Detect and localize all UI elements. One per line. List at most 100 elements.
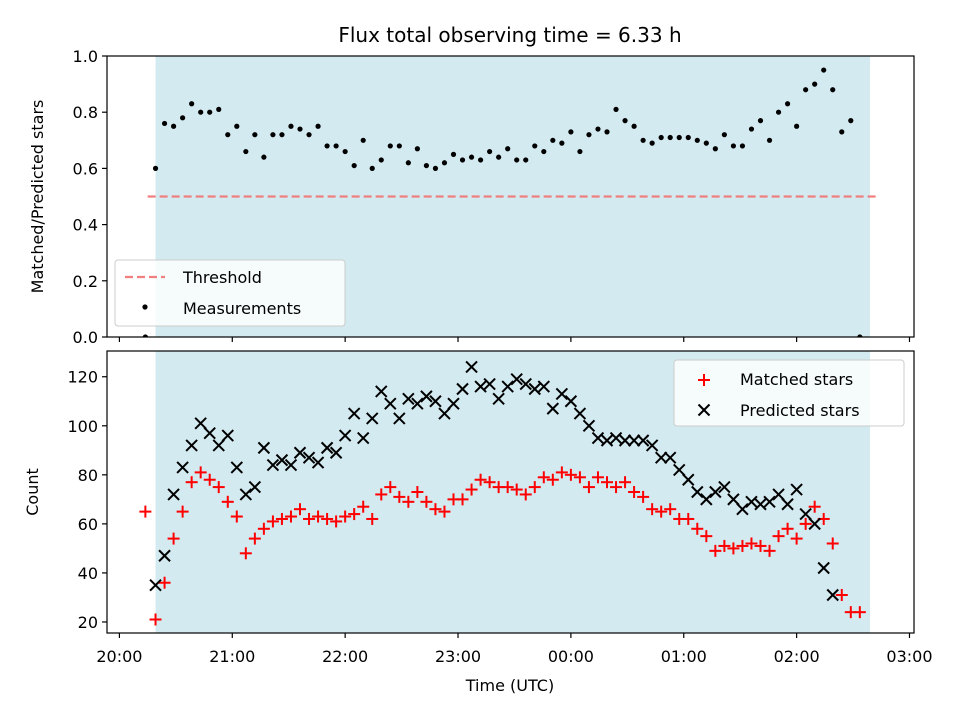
- predicted-stars-point-b: [636, 434, 650, 447]
- measurement-point: [342, 148, 348, 155]
- predicted-stars-point: [492, 392, 505, 406]
- predicted-stars-point: [636, 434, 650, 447]
- measurement-point: [604, 129, 610, 135]
- measurement-point: [676, 134, 682, 141]
- predicted-stars-point: [302, 451, 316, 464]
- measurement-point: [848, 118, 854, 124]
- predicted-stars-point: [194, 417, 207, 430]
- x-tick-label: 22:00: [322, 647, 368, 666]
- matched-stars-point: [384, 481, 397, 494]
- predicted-stars-point: [781, 498, 794, 511]
- x-axis-label: Time (UTC): [465, 676, 554, 695]
- predicted-stars-point: [718, 480, 731, 494]
- top-y-tick-label: 0.8: [73, 103, 98, 122]
- measurement-point: [387, 143, 393, 149]
- predicted-stars-point: [239, 488, 253, 501]
- predicted-stars-point: [826, 588, 839, 602]
- top-y-axis-label: Matched/Predicted stars: [28, 100, 47, 294]
- matched-stars-point: [176, 505, 189, 518]
- matched-stars-point: [402, 495, 415, 508]
- matched-stars-point: [158, 576, 171, 589]
- top-axes-frame: [106, 55, 915, 338]
- top-y-tick-label: 0.6: [73, 159, 98, 178]
- measurement-point: [667, 134, 673, 141]
- matched-stars-point: [610, 481, 623, 494]
- matched-stars-point: [456, 493, 469, 506]
- predicted-stars-point: [754, 498, 767, 511]
- legend-predicted-swatch-b: [697, 403, 711, 417]
- predicted-stars-point: [221, 429, 234, 442]
- x-tick-label: 03:00: [886, 647, 932, 666]
- predicted-stars-point: [790, 483, 803, 496]
- measurement-point: [703, 140, 709, 146]
- matched-stars-point: [537, 471, 550, 484]
- predicted-stars-point: [745, 495, 758, 509]
- predicted-stars-point-b: [257, 441, 271, 455]
- predicted-stars-point: [266, 458, 280, 472]
- measurement-point: [505, 146, 511, 152]
- measurement-point: [523, 157, 529, 163]
- predicted-stars-point: [248, 480, 262, 494]
- predicted-stars-point: [212, 439, 225, 452]
- x-tick-label: 00:00: [548, 647, 594, 666]
- predicted-stars-point: [275, 453, 289, 467]
- matched-stars-point: [781, 522, 794, 535]
- predicted-stars-point: [402, 392, 415, 406]
- matched-stars-point: [573, 471, 586, 484]
- matched-stars-point: [546, 473, 559, 486]
- measurement-point: [586, 132, 592, 138]
- predicted-stars-point-b: [673, 463, 686, 477]
- measurement-point: [622, 118, 628, 124]
- predicted-stars-point: [654, 451, 668, 464]
- bottom-y-tick-label: 20: [78, 613, 98, 632]
- predicted-stars-point: [799, 507, 812, 521]
- measurement-point: [775, 109, 782, 115]
- predicted-stars-point: [600, 434, 614, 447]
- bottom-series-predicted-stars: [149, 360, 839, 602]
- predicted-stars-point-b: [302, 451, 316, 464]
- measurement-point: [649, 140, 655, 146]
- matched-stars-point: [393, 490, 406, 503]
- predicted-stars-point-b: [528, 382, 541, 396]
- predicted-stars-point-b: [158, 549, 171, 562]
- bottom-y-tick-label: 40: [78, 564, 98, 583]
- measurement-point: [794, 123, 800, 129]
- legend-predicted-swatch: [697, 403, 711, 417]
- measurement-point: [207, 109, 213, 115]
- predicted-stars-point: [772, 488, 785, 501]
- measurement-point: [658, 134, 664, 141]
- predicted-stars-point-b: [248, 480, 262, 494]
- predicted-stars-point: [682, 473, 695, 486]
- measurement-point: [252, 132, 258, 138]
- matched-stars-point: [682, 512, 695, 525]
- legend-measurements-label: Measurements: [183, 299, 301, 318]
- predicted-stars-point: [709, 485, 722, 499]
- measurement-point: [857, 334, 863, 337]
- matched-stars-point: [501, 481, 514, 494]
- predicted-stars-point-b: [474, 380, 487, 393]
- matched-stars-point: [212, 481, 225, 494]
- predicted-stars-point-b: [727, 493, 740, 506]
- measurement-point: [748, 126, 755, 132]
- matched-stars-point: [853, 606, 866, 619]
- bottom-axes-frame: [106, 350, 915, 634]
- predicted-stars-point: [293, 446, 307, 459]
- top-series-measurements: [142, 67, 863, 337]
- predicted-stars-point-b: [654, 451, 668, 464]
- matched-stars-point: [474, 473, 487, 486]
- measurement-point: [189, 101, 195, 107]
- predicted-stars-point-b: [194, 417, 207, 430]
- legend-box: [114, 259, 346, 327]
- predicted-stars-point-b: [329, 446, 343, 459]
- predicted-stars-point: [727, 493, 740, 506]
- predicted-stars-point-b: [510, 372, 523, 386]
- predicted-stars-point: [284, 458, 298, 472]
- measurement-point: [180, 115, 186, 121]
- predicted-stars-point: [456, 382, 469, 396]
- predicted-stars-point: [736, 502, 749, 516]
- predicted-stars-point-b: [212, 439, 225, 452]
- predicted-stars-point-b: [384, 397, 397, 410]
- measurement-point: [766, 137, 773, 143]
- matched-stars-point: [321, 512, 334, 525]
- matched-stars-point: [257, 522, 270, 535]
